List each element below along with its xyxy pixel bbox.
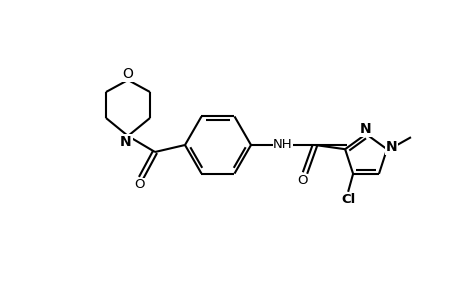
Text: O: O — [297, 175, 308, 188]
Text: O: O — [134, 178, 145, 191]
Text: N: N — [120, 135, 132, 149]
Text: O: O — [122, 67, 133, 81]
Text: N: N — [385, 140, 397, 154]
Text: N: N — [359, 122, 371, 136]
Text: NH: NH — [273, 137, 292, 151]
Text: Cl: Cl — [340, 193, 354, 206]
